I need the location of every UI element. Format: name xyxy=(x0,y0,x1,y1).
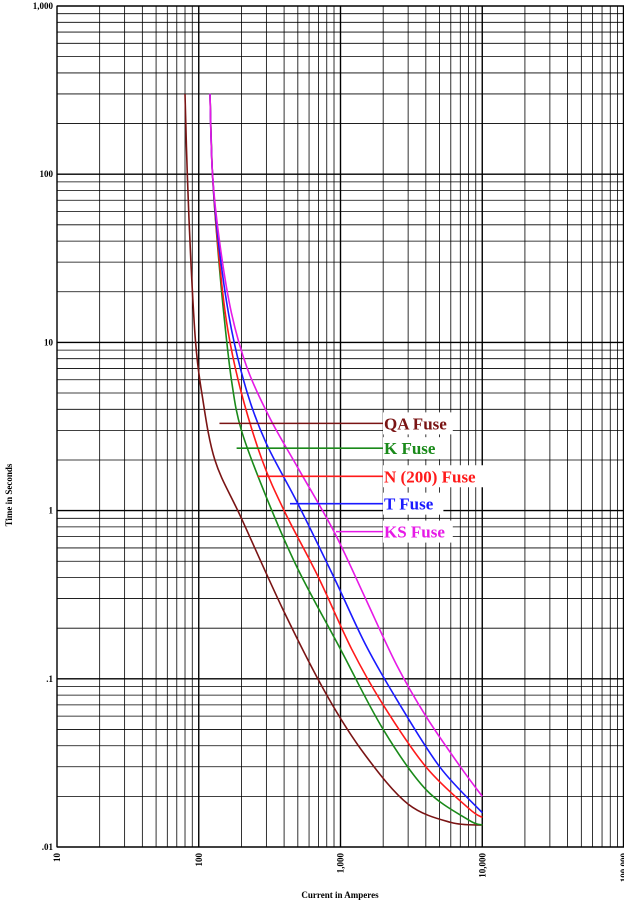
t-fuse-label-background xyxy=(383,492,444,515)
fuse-curves xyxy=(184,93,483,826)
ks-fuse-label: KS Fuse xyxy=(384,523,445,542)
y-tick-label: .1 xyxy=(46,674,53,684)
ks-fuse-curve xyxy=(209,93,483,797)
qa-fuse-curve xyxy=(184,93,483,826)
label-leaders xyxy=(219,422,383,533)
x-tick-label: 100 xyxy=(194,853,204,867)
y-tick-label: 1 xyxy=(49,506,54,516)
x-tick-label: 10 xyxy=(52,853,62,863)
x-axis-title: Current in Amperes xyxy=(301,890,379,900)
n-200-fuse-label: N (200) Fuse xyxy=(384,467,476,486)
curve-labels: QA Fuse K Fuse N (200) Fuse T Fuse KS Fuse xyxy=(383,412,500,543)
x-tick-label: 1,000 xyxy=(336,853,346,874)
y-tick-label: 1,000 xyxy=(33,1,54,11)
y-axis-title: Time in Seconds xyxy=(4,463,14,526)
x-tick-label: 100,000 xyxy=(619,853,624,883)
n-200-fuse-curve xyxy=(209,93,483,819)
t-fuse-curve xyxy=(209,93,483,814)
t-fuse-label: T Fuse xyxy=(384,495,434,514)
qa-fuse-label: QA Fuse xyxy=(384,414,447,433)
x-tick-label: 10,000 xyxy=(477,853,487,878)
n-200-fuse-label-background xyxy=(383,465,500,488)
qa-fuse-label-background xyxy=(383,412,453,435)
y-tick-label: .01 xyxy=(42,842,54,852)
y-tick-label: 100 xyxy=(40,169,54,179)
k-fuse-label-background xyxy=(383,437,444,460)
k-fuse-label: K Fuse xyxy=(384,439,436,458)
ks-fuse-label-background xyxy=(383,520,453,543)
grid xyxy=(56,5,624,848)
y-tick-label: 10 xyxy=(44,337,54,347)
